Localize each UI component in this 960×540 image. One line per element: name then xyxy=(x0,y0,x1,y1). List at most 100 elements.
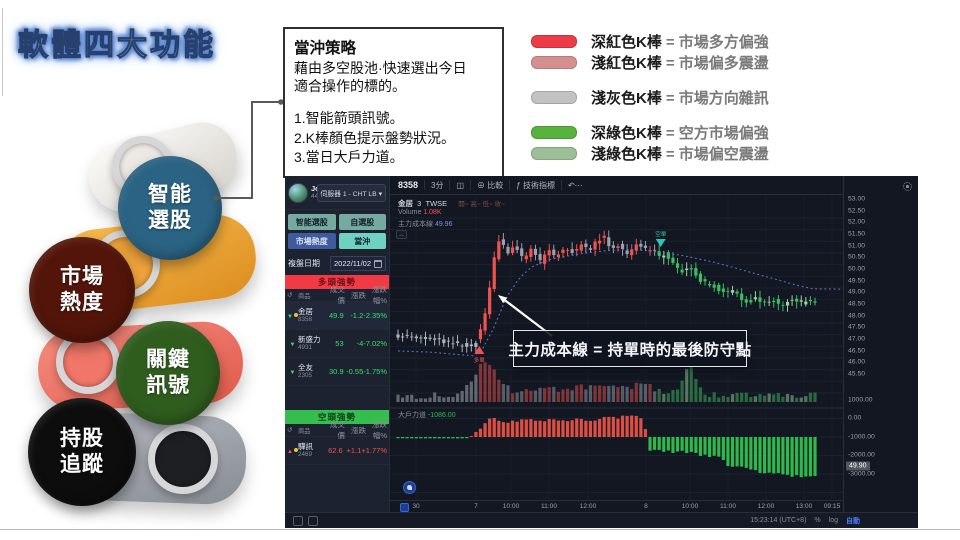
alert-dot-icon xyxy=(293,448,298,452)
alert-dot-icon xyxy=(293,313,298,317)
feature-circle-label: 選股 xyxy=(148,209,192,232)
goto-date-icon[interactable] xyxy=(400,503,409,512)
watchlist-row[interactable]: ▼ 新盛力 4931 53 -4 -7.02% xyxy=(285,330,389,358)
log-scale-button[interactable]: log xyxy=(828,517,838,524)
price-tick: 48.50 xyxy=(848,300,866,308)
price-tick: 46.50 xyxy=(848,347,866,355)
mainforce-annotation-box: 主力成本線 = 持單時的最後防守點 xyxy=(508,330,751,367)
long-entry-marker xyxy=(474,346,485,354)
auto-scale-button[interactable]: 自動 xyxy=(846,517,860,525)
price-tick: 49.50 xyxy=(848,277,866,285)
kbar-label: 淺紅色K棒 xyxy=(591,54,662,72)
svg-text:空單: 空單 xyxy=(655,230,667,238)
indicators-button[interactable]: ƒ 技術指標 xyxy=(516,180,555,190)
kbar-color-legend: 深紅色K棒 = 市場多方偏強 淺紅色K棒 = 市場偏多震盪 淺灰色K棒 = 市場方向雜訊深… xyxy=(531,33,861,169)
time-tick: 12:00 xyxy=(757,503,775,510)
strategy-desc-line1: 藉由多空股池·快速選出今日 xyxy=(294,60,467,76)
user-info: Joe Trading 44232013 xyxy=(311,184,353,200)
watchlist-row[interactable]: ▼ 全友 2305 30.9 -0.55 -1.75% xyxy=(285,358,389,386)
percent-scale-button[interactable]: % xyxy=(814,517,821,524)
symbol-search-button[interactable]: 8358 xyxy=(398,180,419,190)
kbar-label: 淺灰色K棒 xyxy=(591,89,662,107)
user-name: Joe Trading xyxy=(311,184,353,193)
nav-button-4[interactable]: 當沖 xyxy=(338,233,386,249)
compare-button[interactable]: ⊕ 比較 xyxy=(477,180,504,190)
volume-legend: Volume 1.08K xyxy=(398,208,442,216)
feature-circle-label: 智能 xyxy=(148,182,192,206)
nav-button-3[interactable]: 市場熱度 xyxy=(288,233,336,249)
signal-arrow-icon: ▼ xyxy=(287,311,298,320)
watchlist-header-bear: ↺ 商品 成交價 漲跌 漲跌幅% xyxy=(285,420,389,440)
more-icon[interactable]: ⋯ xyxy=(574,180,583,190)
app-footer: 15:23:14 (UTC+8) % log 自動 xyxy=(285,512,918,528)
slide-bottom-rule xyxy=(0,529,960,530)
price-tick: 47.00 xyxy=(848,335,866,343)
stock-price-cell: 30.9 xyxy=(329,367,344,376)
sort-refresh-icon[interactable]: ↺ xyxy=(287,426,293,434)
candlestick-chart[interactable]: 多單 空單 xyxy=(390,195,843,500)
stock-name-cell: 新盛力 4931 xyxy=(298,334,321,352)
replay-date-value: 2022/11/02 xyxy=(334,259,371,268)
feature-circle-label: 關鍵 xyxy=(146,347,190,371)
watchlist-row[interactable]: ▼ 金居 8358 49.9 -1.2 -2.35% xyxy=(285,302,389,330)
price-tick: 51.50 xyxy=(848,230,866,238)
stock-name-cell: 金居 8358 xyxy=(298,306,313,324)
bigplayer-power-legend: 大戶力道 -1086.00 xyxy=(398,412,456,419)
bull-watchlist: ▼ 金居 8358 49.9 -1.2 -2.35% ▼ 新盛力 4931 53 -4 -7.02% ▼… xyxy=(285,302,389,386)
user-avatar[interactable] xyxy=(288,182,308,203)
strategy-textbox: 當沖策略 藉由多空股池·快速選出今日 適合操作的標的。 1.智能箭頭訊號。 2.… xyxy=(283,27,504,178)
slide-title: 軟體四大功能 xyxy=(17,28,216,62)
server-select-button[interactable]: 伺服器 1 - CHT LB ▾ xyxy=(316,183,386,202)
undo-icon[interactable]: ↶ xyxy=(567,180,575,190)
time-tick: 10:00 xyxy=(681,503,699,510)
feature-circle-1: 智能 選股 xyxy=(118,156,222,260)
kbar-meaning: = 市場多方偏強 xyxy=(665,33,769,51)
price-tick: 45.50 xyxy=(848,370,866,378)
app-sidebar: Joe Trading 44232013 伺服器 1 - CHT LB ▾ 智能… xyxy=(285,176,390,512)
feature-circle-3: 關鍵 訊號 xyxy=(116,321,220,425)
watchlist-row[interactable]: ▲ 驊訊 2469 62.6 +1.1 +1.77% xyxy=(285,437,389,465)
collapse-legend-button[interactable]: ︿ xyxy=(396,230,407,239)
chart-canvas[interactable]: 多單 空單 金居 3 TWSE 開~ 高~ 低~ 收~ Volume 1.08K … xyxy=(390,195,843,500)
time-axis[interactable]: 30 7 10:00 11:00 12:00 8 10:00 11:00 12:00 13:00 0… xyxy=(390,500,843,512)
last-price-tag: 49.90 xyxy=(846,461,870,471)
stock-price-cell: 62.6 xyxy=(328,446,343,455)
strategy-title: 當沖策略 xyxy=(294,40,357,57)
replay-mode-icon[interactable] xyxy=(403,481,416,494)
stock-pct-cell: +1.77% xyxy=(361,446,387,455)
footer-date-range-icon[interactable] xyxy=(293,515,303,526)
sidebar-nav-buttons: 智能選股 自選股 市場熱度 當沖 xyxy=(285,210,389,253)
price-tick: 46.00 xyxy=(848,358,866,366)
replay-date-picker[interactable]: 2022/11/02 xyxy=(330,256,386,271)
stock-price-cell: 49.9 xyxy=(329,311,344,320)
kbar-swatch xyxy=(531,55,577,69)
kbar-legend-row-5: 淺綠色K棒 = 市場偏空震盪 xyxy=(531,145,769,163)
calendar-icon xyxy=(374,259,382,268)
nav-button-1[interactable]: 智能選股 xyxy=(288,214,336,230)
watch-gray-face xyxy=(148,424,218,494)
stock-name-cell: 驊訊 2469 xyxy=(298,441,313,459)
trading-app-window: Joe Trading 44232013 伺服器 1 - CHT LB ▾ 智能… xyxy=(285,176,918,528)
bear-watchlist: ▲ 驊訊 2469 62.6 +1.1 +1.77% xyxy=(285,437,389,465)
kbar-legend-row-4: 深綠色K棒 = 空方市場偏強 xyxy=(531,124,769,142)
footer-clock: 15:23:14 (UTC+8) xyxy=(750,517,807,524)
nav-button-2[interactable]: 自選股 xyxy=(338,214,386,230)
stock-pct-cell: -1.75% xyxy=(363,367,388,376)
kbar-swatch xyxy=(531,146,577,160)
strategy-item-2: 2.K棒顏色提示盤勢狀況。 xyxy=(294,129,456,146)
time-tick: 12:00 xyxy=(579,503,597,510)
kbar-meaning: = 市場偏空震盪 xyxy=(665,145,769,163)
candle-style-icon[interactable]: ◫ xyxy=(456,180,465,190)
stock-chg-cell: -4 xyxy=(356,339,364,348)
footer-screenshot-icon[interactable] xyxy=(308,515,318,526)
interval-button[interactable]: 3分 xyxy=(431,180,444,190)
kbar-meaning: = 空方市場偏強 xyxy=(665,124,769,142)
price-axis[interactable]: 53.00 52.50 52.00 51.50 51.00 50.50 50.00 49.50… xyxy=(843,176,918,512)
kbar-legend-row-2: 淺紅色K棒 = 市場偏多震盪 xyxy=(531,54,769,72)
chart-column: 8358 3分 ◫ ⊕ 比較 ƒ 技術指標 ↶ ⋯ 多單 空單 金居 3 TWSE… xyxy=(390,176,843,512)
feature-circle-label: 市場 xyxy=(60,264,104,288)
axis-settings-gear-icon[interactable] xyxy=(903,182,912,191)
user-id: 44232013 xyxy=(311,193,340,200)
sort-refresh-icon[interactable]: ↺ xyxy=(287,291,293,299)
strategy-item-1: 1.智能箭頭訊號。 xyxy=(294,110,404,127)
